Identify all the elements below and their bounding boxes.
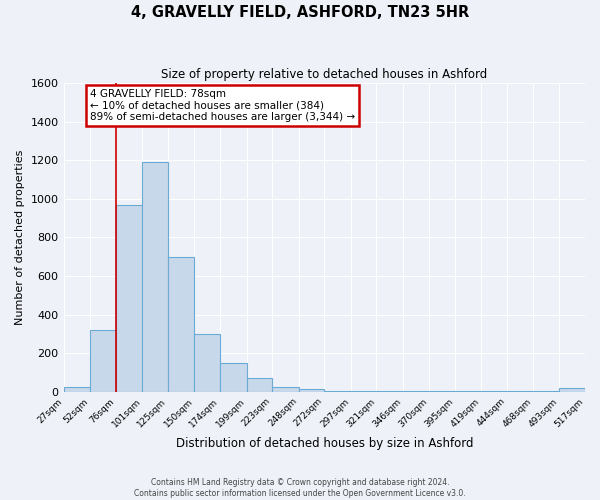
Bar [324, 391, 351, 392]
Text: Contains HM Land Registry data © Crown copyright and database right 2024.
Contai: Contains HM Land Registry data © Crown c… [134, 478, 466, 498]
Text: 4 GRAVELLY FIELD: 78sqm
← 10% of detached houses are smaller (384)
89% of semi-d: 4 GRAVELLY FIELD: 78sqm ← 10% of detache… [90, 89, 355, 122]
Title: Size of property relative to detached houses in Ashford: Size of property relative to detached ho… [161, 68, 487, 80]
Bar [168, 256, 194, 392]
Bar [142, 162, 168, 392]
Bar [299, 389, 324, 392]
Bar [247, 378, 272, 392]
X-axis label: Distribution of detached houses by size in Ashford: Distribution of detached houses by size … [176, 437, 473, 450]
Bar [64, 387, 90, 392]
Text: 4, GRAVELLY FIELD, ASHFORD, TN23 5HR: 4, GRAVELLY FIELD, ASHFORD, TN23 5HR [131, 5, 469, 20]
Y-axis label: Number of detached properties: Number of detached properties [15, 150, 25, 325]
Bar [272, 387, 299, 392]
Bar [220, 363, 247, 392]
Bar [90, 330, 116, 392]
Bar [194, 334, 220, 392]
Bar [559, 388, 585, 392]
Bar [351, 391, 376, 392]
Bar [116, 204, 142, 392]
